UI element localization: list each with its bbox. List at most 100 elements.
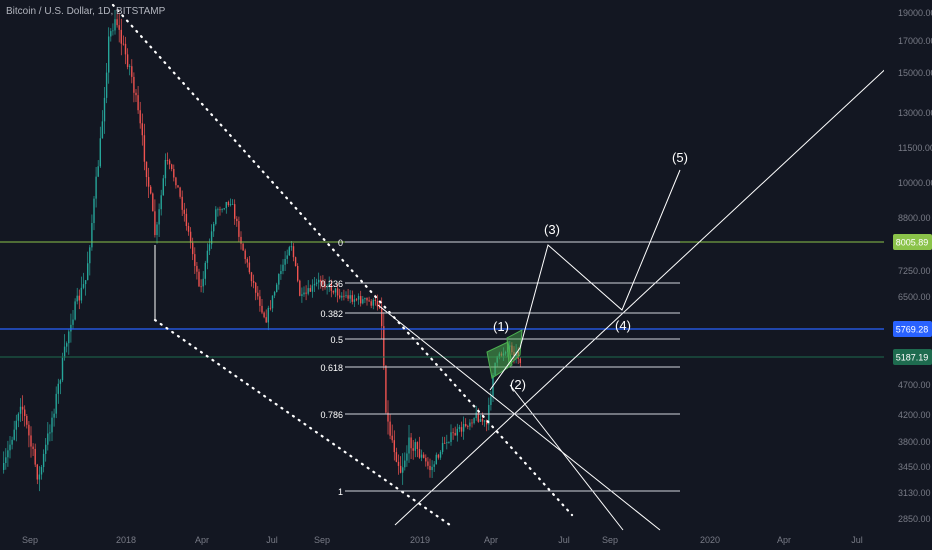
candle-body	[368, 300, 370, 302]
candle-body	[160, 195, 162, 210]
candle-body	[385, 365, 387, 413]
candle-body	[63, 346, 66, 358]
price-tick-label: 2850.00	[898, 514, 931, 524]
candle-body	[192, 242, 194, 255]
candle-body	[429, 465, 431, 471]
candle-body	[168, 160, 171, 165]
candle-body	[236, 218, 238, 222]
candle-body	[162, 178, 164, 196]
candle-body	[145, 161, 148, 178]
candle-body	[175, 177, 177, 186]
time-tick-label: Sep	[22, 535, 38, 545]
candle-body	[362, 299, 364, 304]
candle-body	[179, 187, 181, 197]
candle-body	[383, 326, 385, 366]
candle-body	[269, 307, 272, 309]
candle-body	[166, 159, 169, 161]
candle-body	[248, 262, 251, 273]
fib-label: 0.618	[320, 363, 343, 373]
candle-body	[364, 297, 366, 300]
price-tick-label: 11500.00	[898, 143, 932, 153]
time-tick-label: Apr	[777, 535, 791, 545]
candle-body	[242, 243, 244, 251]
candle-body	[112, 30, 114, 32]
candle-body	[397, 461, 400, 466]
candle-body	[513, 352, 515, 356]
fib-retracement: 0 0.236 0.382 0.5 0.618 0.786 1	[320, 238, 680, 497]
time-axis-bg	[0, 532, 932, 550]
candle-body	[99, 138, 101, 167]
candle-body	[271, 295, 274, 309]
candle-body	[441, 442, 444, 452]
time-tick-label: Apr	[195, 535, 209, 545]
candle-body	[238, 221, 240, 237]
candle-body	[381, 308, 383, 327]
candle-body	[135, 92, 137, 96]
candle-body	[36, 464, 38, 480]
candle-body	[473, 418, 475, 424]
candle-body	[437, 454, 440, 458]
candles-layer	[3, 9, 521, 492]
candle-body	[150, 186, 152, 194]
time-tick-label: 2018	[116, 535, 136, 545]
candle-body	[322, 281, 324, 285]
chart-title: Bitcoin / U.S. Dollar, 1D, BITSTAMP	[6, 6, 166, 17]
candle-body	[49, 432, 51, 434]
candle-body	[288, 247, 290, 256]
candle-body	[133, 76, 135, 93]
candle-body	[462, 424, 465, 432]
candle-body	[297, 265, 299, 281]
candle-body	[208, 244, 211, 251]
candle-body	[374, 299, 377, 301]
wave-label: (4)	[615, 318, 631, 333]
candle-body	[448, 441, 450, 443]
elliott-waves: (1) (2) (3) (4) (5)	[486, 150, 688, 392]
candle-body	[519, 358, 521, 364]
price-tick-label: 4200.00	[898, 410, 931, 420]
candle-body	[11, 439, 13, 445]
price-tick-label: 3130.00	[898, 488, 931, 498]
candle-body	[30, 435, 32, 447]
candle-body	[351, 295, 353, 302]
time-tick-label: 2020	[700, 535, 720, 545]
candle-body	[412, 448, 414, 451]
candle-body	[324, 284, 326, 288]
candle-body	[87, 263, 89, 281]
wave-box	[486, 341, 513, 379]
candle-body	[284, 258, 286, 265]
time-tick-label: Jul	[558, 535, 570, 545]
candle-body	[139, 110, 141, 124]
candle-body	[116, 19, 118, 26]
candle-body	[74, 301, 76, 320]
candle-body	[120, 29, 122, 44]
candle-body	[450, 432, 452, 442]
candle-body	[265, 317, 267, 323]
candle-body	[326, 286, 328, 288]
candle-body	[131, 66, 133, 77]
candle-body	[481, 419, 484, 422]
candle-body	[418, 448, 421, 458]
candle-body	[124, 43, 127, 55]
time-tick-label: Sep	[602, 535, 618, 545]
candle-body	[164, 159, 167, 179]
candle-body	[267, 307, 269, 323]
time-axis: Sep 2018 Apr Jul Sep 2019 Apr Jul Sep 2020 Apr Jul	[0, 532, 932, 550]
price-tick-label: 3800.00	[898, 437, 931, 447]
candle-body	[38, 474, 41, 480]
candle-body	[402, 467, 404, 473]
candle-body	[3, 463, 5, 470]
candle-body	[433, 464, 435, 467]
wave-label: (2)	[510, 377, 526, 392]
candle-body	[263, 312, 265, 318]
time-tick-label: Apr	[484, 535, 498, 545]
price-tick-label: 13000.00	[898, 108, 932, 118]
candle-body	[360, 296, 362, 304]
candle-body	[76, 295, 78, 302]
candle-body	[173, 169, 175, 178]
candle-body	[93, 198, 95, 224]
candle-body	[13, 429, 15, 440]
candle-body	[460, 427, 463, 432]
